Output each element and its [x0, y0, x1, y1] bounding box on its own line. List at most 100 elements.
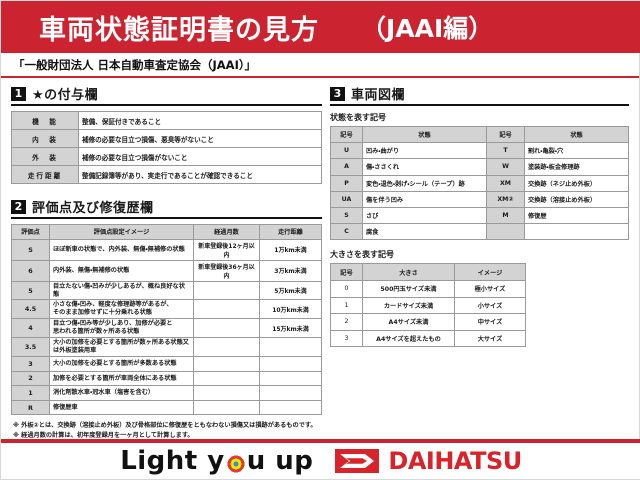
cell-symbol-b: W: [486, 158, 525, 176]
cell-symbol-a: UA: [329, 190, 363, 208]
row-key: 走行距離: [11, 165, 79, 184]
cell-score: R: [11, 399, 50, 416]
cell-symbol-b: M: [486, 206, 525, 225]
column-header-state-b: 状態: [524, 125, 629, 144]
cell-size-symbol: 1: [329, 296, 363, 315]
evaluation-table-body: S ほぼ新車の状態で、内外装、無傷・無補修の状態 新車登録後12ヶ月以内 1万km未満…: [11, 238, 322, 416]
cell-size-image: 中サイズ: [453, 313, 526, 331]
cell-size-image: 小サイズ: [453, 296, 526, 315]
table-row: 4.5 小さな傷・凹み、軽度な修理跡等があるが、 そのまま加修せずに十分乗れる状態 1…: [11, 299, 322, 320]
table-header-row: 記号 状態 記号 状態: [329, 125, 629, 144]
cell-months: 新車登録後12ヶ月以内: [192, 238, 260, 261]
cell-score: S: [11, 238, 50, 261]
table-row: 4 目立つ傷・凹み等が少しあり、加修が必要と 思われる箇所が数ヶ所ある状態 15万km…: [11, 318, 322, 339]
table-row: 走行距離 整備記録簿等があり、実走行であることが確認できること: [11, 165, 322, 184]
cell-score: 4.5: [11, 299, 50, 320]
cell-state-b: [524, 223, 629, 241]
column-header-symbol-a: 記号: [329, 125, 363, 144]
column-header-months: 経過月数: [192, 224, 260, 240]
footnotes: ※ 外板②とは、交換跡（溶接止め外板）及び骨格部位に修復歴をともなわない損傷又は…: [13, 421, 322, 440]
cell-state-a: 腐食: [361, 223, 488, 241]
cell-score: 5: [11, 280, 50, 301]
slogan-text-post: u up: [246, 446, 314, 476]
section-3-number: 3: [329, 86, 345, 101]
table-row: 3 A4サイズを超えたもの 大サイズ: [329, 329, 526, 348]
table-row: 3.5 大小の加修を必要とする箇所が数ヶ所ある状態又 は外板塗装用車: [11, 337, 322, 358]
column-header-image: 評価点設定イメージ: [49, 224, 194, 240]
cell-state-b: 交換跡（溶接止め外板）: [524, 190, 629, 208]
association-line: 「一般財団法人 日本自動車査定協会（JAAI）」: [1, 53, 639, 78]
table-row: U 凹み・曲がり T 割れ・亀裂・穴: [329, 142, 629, 160]
table-row: A 傷・ささくれ W 塗装跡・板金修理跡: [329, 158, 629, 176]
cell-state-a: さび: [361, 206, 488, 225]
cell-image: 加修を必要とする箇所が車両全体にある状態: [49, 370, 194, 387]
cell-state-a: 傷・ささくれ: [361, 158, 488, 176]
daihatsu-logo: DAIHATSU: [335, 447, 522, 475]
table-row: 2 加修を必要とする箇所が車両全体にある状態: [11, 370, 322, 387]
footer-red-rule: [1, 439, 640, 443]
slogan-text-pre: Light y: [120, 446, 225, 476]
star-criteria-table: 機 能 整備、保証付きであること 内 装 補修の必要な目立つ損傷、悪臭等がないこ…: [11, 111, 322, 184]
cell-symbol-a: S: [329, 206, 363, 225]
column-header-state-a: 状態: [361, 125, 488, 144]
table-row: 内 装 補修の必要な目立つ損傷、悪臭等がないこと: [11, 129, 322, 148]
cell-months: [192, 370, 260, 387]
column-header-size: 大きさ: [361, 263, 455, 281]
cell-size-symbol: 3: [329, 329, 363, 348]
cell-image: 大小の加修を必要とする箇所が多数ある状態: [49, 356, 194, 372]
row-value: 補修の必要な目立つ損傷、悪臭等がないこと: [78, 129, 322, 148]
table-row: S ほぼ新車の状態で、内外装、無傷・無補修の状態 新車登録後12ヶ月以内 1万km未満: [11, 238, 322, 261]
cell-km: 10万km未満: [258, 299, 322, 320]
cell-image: 目立つ傷・凹み等が少しあり、加修が必要と 思われる箇所が数ヶ所ある状態: [49, 318, 194, 339]
cell-image: 修復歴車: [49, 399, 194, 416]
cell-months: [192, 385, 260, 401]
section-2-number: 2: [11, 199, 26, 214]
cell-state-b: 修復歴: [524, 206, 629, 225]
cell-km: [258, 337, 322, 358]
cell-size-desc: A4サイズ未満: [361, 313, 455, 331]
row-key: 内 装: [11, 129, 79, 148]
size-table-body: 0 500円玉サイズ未満 極小サイズ 1 カードサイズ未満 小サイズ 2 A4サイズ未満 中サイ…: [329, 279, 526, 348]
cell-symbol-b: T: [486, 142, 525, 160]
cell-symbol-b: XM②: [486, 190, 525, 208]
table-row: 外 装 補修の必要な目立つ損傷がないこと: [11, 147, 322, 166]
cell-image: 消化剤散水車・冠水車（塩害を含む）: [49, 385, 194, 401]
cell-image: 大小の加修を必要とする箇所が数ヶ所ある状態又 は外板塗装用車: [49, 337, 194, 358]
cell-months: [192, 318, 260, 339]
column-header-km: 走行距離: [258, 224, 322, 240]
cell-km: [258, 399, 322, 416]
cell-months: [192, 299, 260, 320]
column-header-symbol-b: 記号: [486, 125, 525, 144]
footer-content: Light y u up DAIHATSU: [1, 443, 640, 479]
column-header-symbol: 記号: [329, 263, 363, 281]
section-1-title: ★の付与欄: [32, 88, 99, 103]
page-title-suffix: （JAAI編）: [361, 14, 494, 43]
cell-symbol-b: XM: [486, 174, 525, 192]
size-symbols-table: 記号 大きさ イメージ 0 500円玉サイズ未満 極小サイズ 1 カードサイズ未満 小サイ…: [329, 263, 526, 348]
cell-km: 15万km未満: [258, 318, 322, 339]
state-symbols-table: 記号 状態 記号 状態 U 凹み・曲がり T 割れ・亀裂・穴 A 傷・ささくれ W 塗装跡・板…: [329, 125, 629, 241]
footer: Light y u up DAIHATSU: [1, 439, 640, 479]
cell-months: [192, 399, 260, 416]
cell-score: 4: [11, 318, 50, 339]
cell-months: 新車登録後36ヶ月以内: [192, 259, 260, 282]
cell-km: 5万km未満: [258, 280, 322, 301]
size-table-head: 記号 大きさ イメージ: [329, 263, 526, 281]
cell-km: 1万km未満: [258, 238, 322, 261]
cell-size-image: 極小サイズ: [453, 279, 526, 298]
table-row: 6 内外装、無傷・無補修の状態 新車登録後36ヶ月以内 3万km未満: [11, 259, 322, 282]
row-key: 外 装: [11, 147, 79, 166]
table-row: 0 500円玉サイズ未満 極小サイズ: [329, 279, 526, 298]
cell-image: ほぼ新車の状態で、内外装、無傷・無補修の状態: [49, 238, 194, 261]
cell-image: 目立たない傷・凹みが少しあるが、概ね良好な状態: [49, 280, 194, 301]
footnote-1: ※ 外板②とは、交換跡（溶接止め外板）及び骨格部位に修復歴をともなわない損傷又は…: [13, 422, 317, 430]
table-row: 2 A4サイズ未満 中サイズ: [329, 313, 526, 331]
table-row: 1 消化剤散水車・冠水車（塩害を含む）: [11, 385, 322, 401]
cell-size-desc: 500円玉サイズ未満: [361, 279, 455, 298]
cell-months: [192, 280, 260, 301]
cell-state-b: 割れ・亀裂・穴: [524, 142, 629, 160]
cell-km: 3万km未満: [258, 259, 322, 282]
cell-state-a: 凹み・曲がり: [361, 142, 488, 160]
table-row: 機 能 整備、保証付きであること: [11, 111, 322, 130]
